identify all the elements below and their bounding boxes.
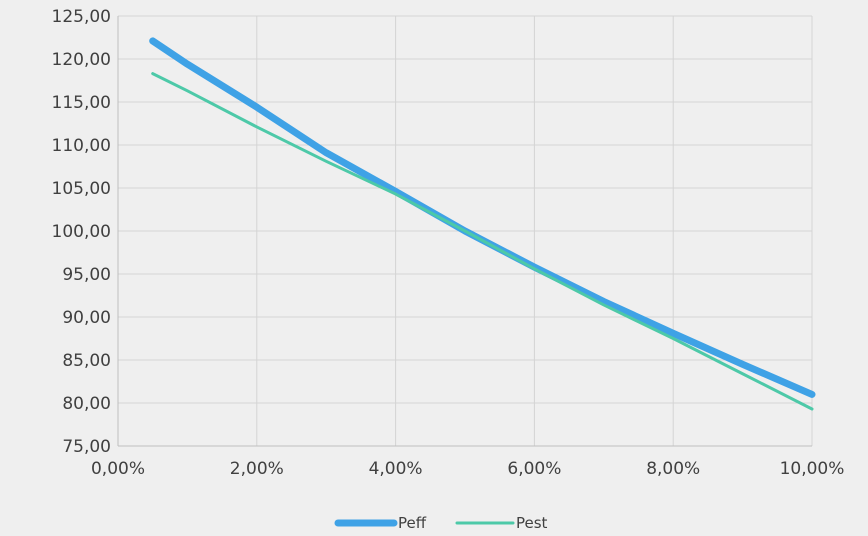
y-tick-label: 115,00 <box>52 93 111 113</box>
legend-label-pest: Pest <box>516 514 548 532</box>
x-tick-label: 0,00% <box>91 459 145 479</box>
x-tick-label: 6,00% <box>507 459 561 479</box>
y-tick-label: 95,00 <box>62 265 111 285</box>
legend: Peff Pest <box>334 514 548 532</box>
legend-label-peff: Peff <box>398 514 427 532</box>
series-line-pest <box>151 72 814 411</box>
series-line-peff <box>149 37 816 398</box>
y-tick-label: 125,00 <box>52 7 111 27</box>
y-tick-label: 90,00 <box>62 308 111 328</box>
y-tick-label: 75,00 <box>62 437 111 457</box>
y-tick-label: 110,00 <box>52 136 111 156</box>
y-tick-label: 105,00 <box>52 179 111 199</box>
y-tick-label: 85,00 <box>62 351 111 371</box>
x-tick-label: 2,00% <box>230 459 284 479</box>
x-tick-label: 4,00% <box>369 459 423 479</box>
y-tick-label: 100,00 <box>52 222 111 242</box>
axes <box>117 16 812 447</box>
x-tick-label: 8,00% <box>646 459 700 479</box>
x-tick-label: 10,00% <box>780 459 845 479</box>
y-tick-label: 120,00 <box>52 50 111 70</box>
tick-labels: 75,00 80,00 85,00 90,00 95,00 100,00 105,00 110… <box>52 7 845 479</box>
y-tick-label: 80,00 <box>62 394 111 414</box>
series-lines <box>149 37 816 411</box>
